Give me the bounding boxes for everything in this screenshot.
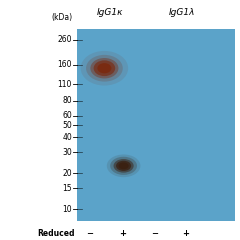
Ellipse shape bbox=[94, 60, 115, 76]
Text: 110: 110 bbox=[58, 80, 72, 89]
Text: 15: 15 bbox=[62, 184, 72, 192]
Text: 80: 80 bbox=[62, 96, 72, 105]
Text: 40: 40 bbox=[62, 132, 72, 142]
Text: 20: 20 bbox=[62, 169, 72, 178]
Ellipse shape bbox=[107, 155, 140, 177]
Text: −: − bbox=[151, 229, 158, 239]
Ellipse shape bbox=[81, 51, 128, 85]
Text: +: + bbox=[119, 229, 126, 239]
Text: 50: 50 bbox=[62, 121, 72, 130]
Text: IgG1κ: IgG1κ bbox=[97, 8, 124, 17]
Text: 260: 260 bbox=[58, 35, 72, 44]
Text: (kDa): (kDa) bbox=[51, 12, 72, 22]
Ellipse shape bbox=[90, 58, 119, 78]
Text: 160: 160 bbox=[58, 60, 72, 69]
Ellipse shape bbox=[114, 159, 134, 173]
Text: +: + bbox=[182, 229, 190, 239]
Ellipse shape bbox=[97, 63, 111, 73]
Text: 60: 60 bbox=[62, 111, 72, 120]
Text: IgG1λ: IgG1λ bbox=[169, 8, 196, 17]
Ellipse shape bbox=[86, 55, 123, 82]
Ellipse shape bbox=[110, 157, 137, 175]
Text: 30: 30 bbox=[62, 148, 72, 156]
Text: Reduced: Reduced bbox=[37, 229, 74, 239]
FancyBboxPatch shape bbox=[77, 29, 235, 221]
Ellipse shape bbox=[119, 162, 129, 169]
Text: −: − bbox=[86, 229, 94, 239]
Ellipse shape bbox=[116, 161, 131, 171]
Text: 10: 10 bbox=[62, 205, 72, 214]
